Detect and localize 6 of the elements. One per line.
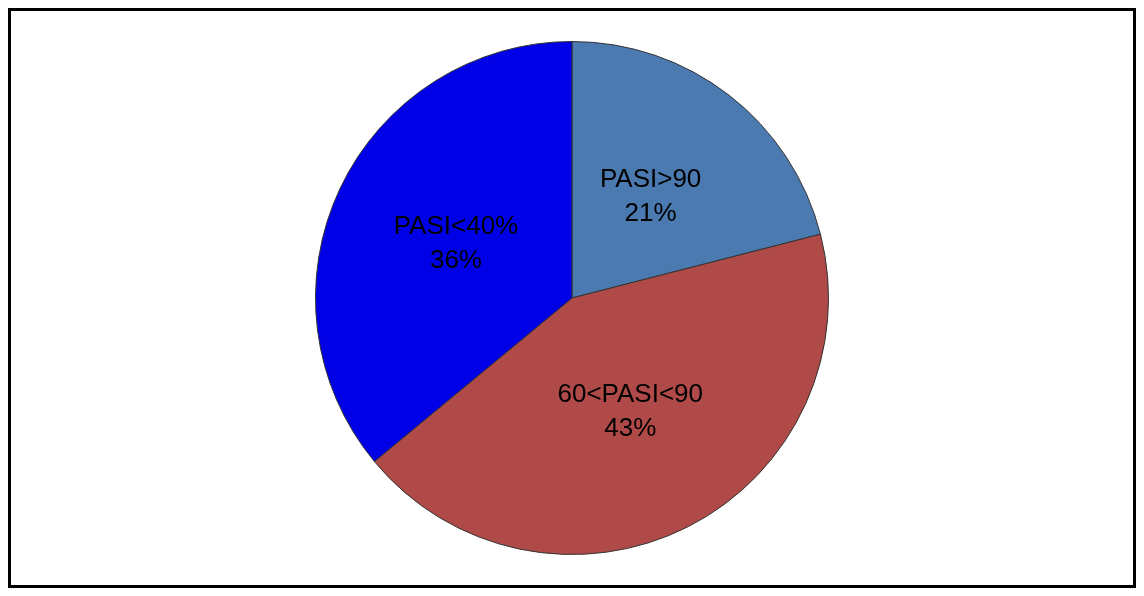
- data-label: 36%: [429, 243, 482, 274]
- slice-label: PASI>90: [599, 162, 702, 193]
- slice-label: 60<PASI<90: [557, 378, 703, 409]
- slice-label: PASI<40%: [393, 209, 519, 240]
- data-label: 21%: [624, 196, 677, 227]
- data-label: 43%: [604, 412, 657, 443]
